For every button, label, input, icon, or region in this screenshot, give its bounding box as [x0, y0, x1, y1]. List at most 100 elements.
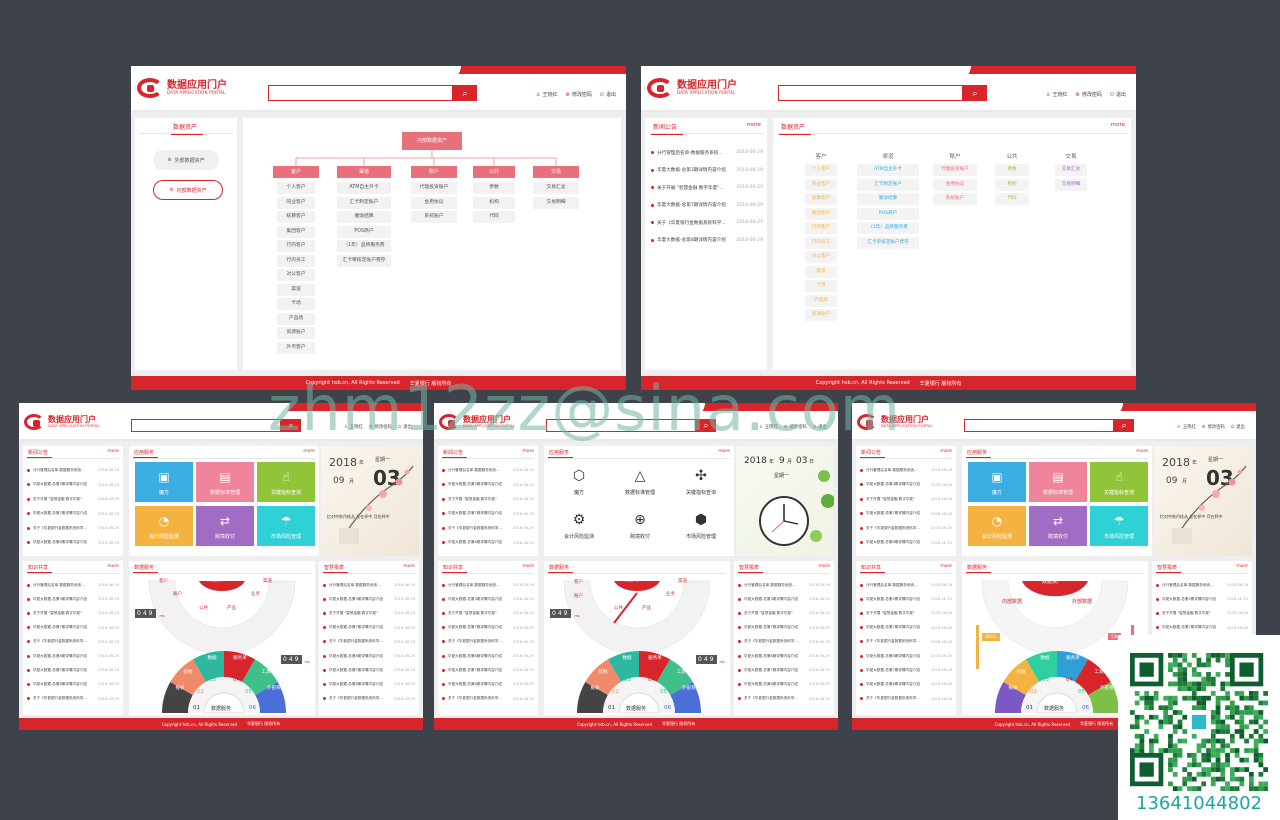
news-item[interactable]: 华夏大数据-总第3期详情内容介绍 2018-06-29	[860, 592, 952, 606]
tree-leaf[interactable]: 代码	[473, 211, 515, 223]
service-segment[interactable]: 数据	[622, 656, 632, 661]
gauge-sector[interactable]: 账户	[173, 592, 182, 597]
logo[interactable]: 数据应用门户 DATA APPLICATION PORTAL	[24, 414, 100, 430]
app-tile[interactable]: ◔ 会计风险监测	[968, 506, 1026, 546]
tree-leaf[interactable]: POS商户	[337, 225, 391, 238]
tree-leaf[interactable]: 参数	[473, 182, 515, 194]
asset-tag[interactable]: （1年）品牌服务费	[857, 222, 919, 234]
asset-tag[interactable]: 金用协议	[933, 178, 977, 191]
news-item[interactable]: 分行管理后名单-数据服务系统... 2018-06-29	[860, 463, 952, 478]
tree-leaf[interactable]: ATM自主外卡	[337, 182, 391, 194]
app-service-panel-more-link[interactable]: more	[303, 449, 315, 454]
app-tile[interactable]: ☂ 市场风险管理	[257, 506, 315, 546]
gauge-sector[interactable]: 公共	[199, 606, 208, 611]
news-more-link[interactable]: more	[746, 122, 761, 128]
asset-tag[interactable]: 代码	[995, 193, 1029, 205]
service-segment[interactable]: 挖掘	[1016, 670, 1026, 675]
news-item[interactable]: 华夏大数据-总第7期详情内容介绍 2018-06-29	[738, 621, 830, 635]
service-segment[interactable]: 工具	[1094, 670, 1104, 675]
service-segment[interactable]: 外部系统	[1100, 686, 1118, 691]
service-segment[interactable]: 外部系统	[682, 686, 700, 691]
asset-tag[interactable]: 催收结算	[857, 193, 919, 205]
app-tile[interactable]: ✣ 关键指标查询	[672, 462, 730, 502]
search-button[interactable]: ⌕	[696, 419, 716, 432]
news-item[interactable]: 华夏大数据-总第3期详情内容介绍 2018-06-29	[323, 592, 415, 606]
news-item[interactable]: 华夏大数据-总第3期详情内容介绍 2018-06-29	[442, 592, 534, 606]
app-tile[interactable]: ▣ 魔方	[968, 462, 1026, 502]
user-name[interactable]: ♙ 王晓红	[536, 91, 558, 98]
app-tile[interactable]: ⚙ 会计风险监测	[550, 506, 608, 546]
news-item[interactable]: 华夏大数据-总第7期详情内容介绍 2018-06-29	[651, 197, 763, 215]
tree-leaf[interactable]: 交易明细	[533, 196, 579, 209]
news-item[interactable]: 华夏大数据-总第7期详情内容介绍 2018-06-29	[442, 621, 534, 635]
knowledge-panel-more-link[interactable]: more	[522, 564, 534, 569]
service-segment[interactable]: 报表	[590, 686, 600, 691]
news-item[interactable]: 关于开展 "智慧金融 数字华夏" 2018-06-29	[1156, 606, 1248, 620]
news-item[interactable]: 分行管理后名单-数据服务系统... 2018-06-29	[442, 463, 534, 478]
news-item[interactable]: 关于开展 "智慧金融 数字华夏" 2018-06-29	[323, 606, 415, 620]
user-name[interactable]: ♙ 王晓红	[1046, 91, 1068, 98]
tree-branch-head[interactable]: 客户	[273, 166, 319, 178]
news-item[interactable]: 华夏大数据-总第7期详情内容介绍 2018-06-29	[323, 621, 415, 635]
news-item[interactable]: 关于《华夏银行金数据系统科学... 2018-06-29	[442, 692, 534, 706]
asset-tag[interactable]: 渠道	[805, 265, 837, 278]
news-item[interactable]: 华夏大数据-总第8期详情内容介绍 2018-06-29	[27, 536, 119, 551]
tree-branch-head[interactable]: 公共	[473, 166, 515, 178]
news-item[interactable]: 关于《华夏银行金数据系统科学... 2018-06-29	[442, 635, 534, 649]
change-password-link[interactable]: ⚙ 修改密码	[1202, 424, 1225, 430]
news-item[interactable]: 关于开展 "智慧金融 数字华夏" 2018-06-29	[738, 606, 830, 620]
asset-tag[interactable]: 同业客户	[805, 178, 837, 191]
app-tile[interactable]: ▤ 数据标准管理	[1029, 462, 1087, 502]
asset-tag[interactable]: 代理投资账户	[933, 164, 977, 176]
news-item[interactable]: 关于开展 "智慧金融 数字华夏" 2018-06-29	[860, 606, 952, 620]
tree-leaf[interactable]: 同业客户	[277, 196, 315, 209]
news-item[interactable]: 关于开展 "智慧金融 数字华夏" 2018-06-29	[27, 492, 119, 507]
tree-leaf[interactable]: 集团客户	[277, 225, 315, 238]
search-button[interactable]: ⌕	[281, 419, 301, 432]
service-segment[interactable]: 报表	[175, 686, 185, 691]
gauge-sector[interactable]: 客户	[159, 579, 168, 584]
smart-report-panel-more-link[interactable]: more	[818, 564, 830, 569]
logout-link[interactable]: ⏻ 退出	[600, 91, 616, 98]
search-input[interactable]	[546, 419, 696, 432]
app-tile[interactable]: △ 数据标准管理	[611, 462, 669, 502]
service-segment[interactable]: 挖掘	[598, 670, 608, 675]
app-tile[interactable]: ⊕ 跨境收付	[611, 506, 669, 546]
gauge-sector[interactable]: 公共	[614, 606, 623, 611]
asset-tag[interactable]: POS商户	[857, 207, 919, 220]
gauge-sector[interactable]: 客户	[574, 580, 583, 585]
tree-root[interactable]: 内部数据资产	[402, 132, 462, 150]
news-item[interactable]: 华夏大数据-总第7期详情内容介绍 2018-06-29	[738, 663, 830, 677]
tree-leaf[interactable]: 系统账户	[411, 211, 457, 223]
gauge-sector[interactable]: 产品	[642, 606, 651, 611]
asset-tag[interactable]: 交易明细	[1055, 178, 1087, 191]
news-item[interactable]: 关于《华夏银行金数据系统科学... 2018-06-29	[27, 521, 119, 536]
news-item[interactable]: 华夏大数据-总第7期详情内容介绍 2018-06-29	[1156, 621, 1248, 635]
service-segment[interactable]: 服务单	[1066, 656, 1080, 661]
service-segment[interactable]: 挖掘	[183, 670, 193, 675]
service-segment[interactable]: 数据	[1040, 656, 1050, 661]
tree-leaf[interactable]: 交易汇总	[533, 182, 579, 194]
news-item[interactable]: 华夏大数据-总第7期详情内容介绍 2018-06-29	[442, 507, 534, 522]
gauge-sector-external[interactable]: 外部数据	[1072, 599, 1093, 605]
news-item[interactable]: 华夏大数据-总第7期详情内容介绍 2018-06-29	[860, 663, 952, 677]
smart-report-panel-more-link[interactable]: more	[1236, 564, 1248, 569]
tree-leaf[interactable]: 金用协议	[411, 196, 457, 209]
search-input[interactable]	[268, 85, 453, 101]
app-tile[interactable]: ☝ 关键指标查询	[1090, 462, 1148, 502]
gauge-sector[interactable]: 产品	[227, 606, 236, 611]
news-item[interactable]: 关于《华夏银行金数据系统科学... 2018-06-29	[738, 635, 830, 649]
search-input[interactable]	[778, 85, 963, 101]
news-item[interactable]: 分行管理后名单-数据服务系统... 2018-06-29	[860, 578, 952, 592]
news-item[interactable]: 分行管理后名单-数据服务系统... 2018-06-29	[442, 578, 534, 592]
app-tile[interactable]: ⬢ 市场风险管理	[672, 506, 730, 546]
tree-leaf[interactable]: 外币客户	[277, 341, 315, 354]
news-item[interactable]: 关于《华夏银行金数据系统科学... 2018-06-29	[323, 692, 415, 706]
logo[interactable]: 数据应用门户 DATA APPLICATION PORTAL	[647, 78, 737, 98]
news-item[interactable]: 华夏大数据-总第7期详情内容介绍 2018-06-29	[323, 663, 415, 677]
asset-tag[interactable]: 核算客户	[805, 193, 837, 205]
news-item[interactable]: 关于开展 "智慧金融 数字华夏" 2018-06-29	[860, 492, 952, 507]
service-segment[interactable]: 服务单	[648, 656, 662, 661]
news-item[interactable]: 分行管理后名单-数据服务系统... 2018-06-29	[27, 463, 119, 478]
tree-leaf[interactable]: 资源账户	[277, 327, 315, 339]
